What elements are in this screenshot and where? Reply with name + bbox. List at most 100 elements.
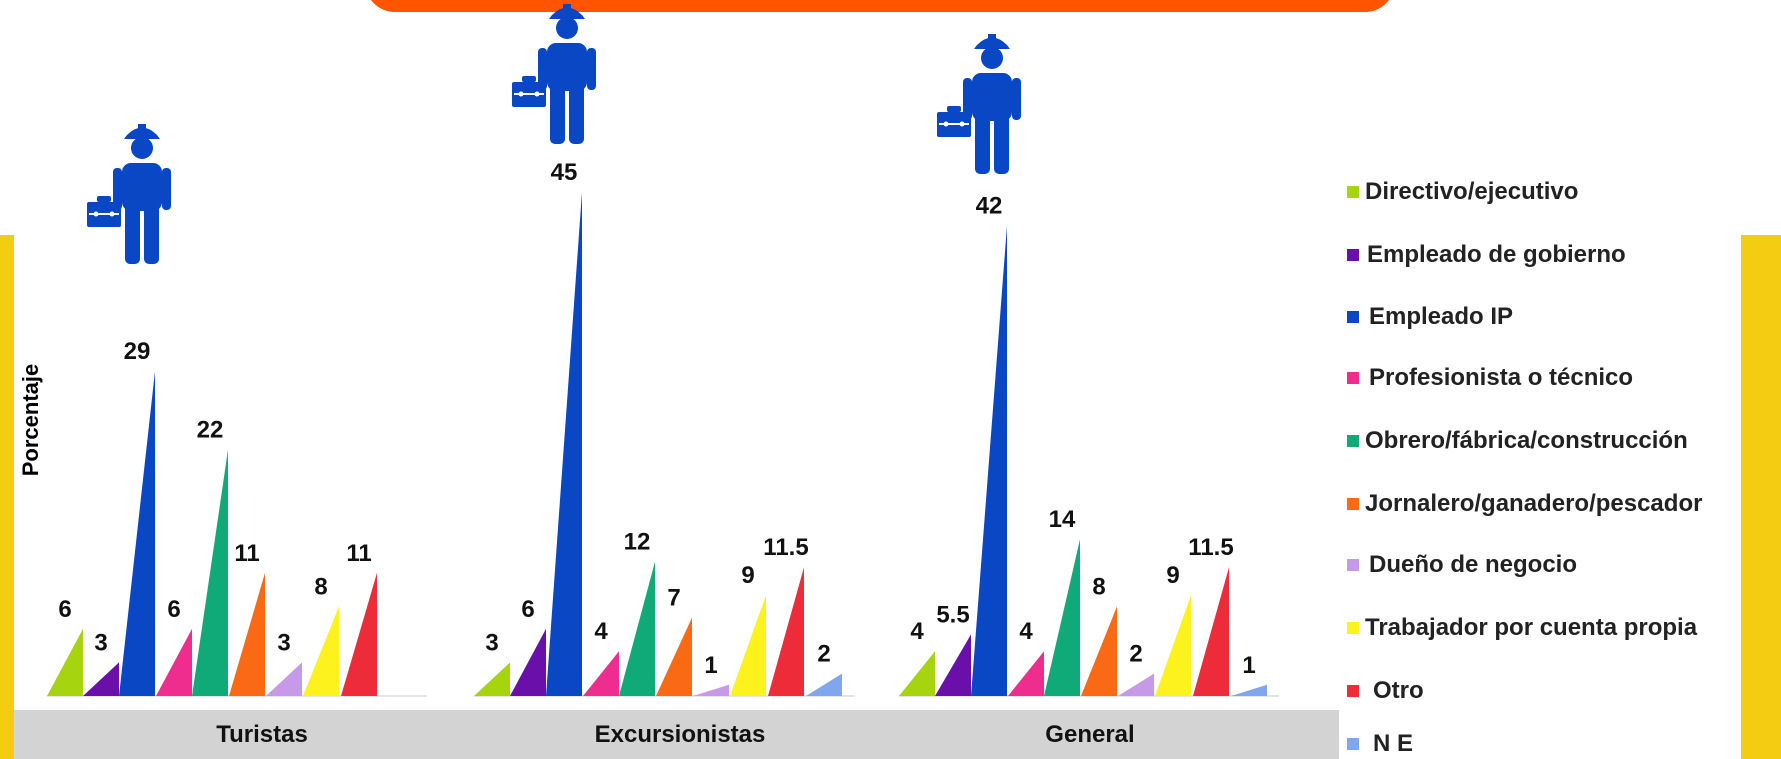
legend-label: Trabajador por cuenta propia	[1365, 614, 1698, 641]
bar-mark	[1081, 606, 1117, 696]
data-label: 3	[94, 629, 107, 656]
chart-marks	[47, 192, 1267, 696]
data-label: 7	[667, 585, 680, 612]
bar-mark	[119, 371, 155, 696]
legend-swatch	[1347, 685, 1359, 697]
bar-mark	[303, 606, 339, 696]
data-label: 11.5	[1188, 534, 1233, 561]
legend-swatch	[1347, 186, 1359, 198]
legend-swatch	[1347, 249, 1359, 261]
worker-briefcase-icon	[512, 4, 596, 144]
bar-mark	[1155, 595, 1191, 696]
legend-label: Empleado IP	[1369, 303, 1514, 330]
legend-swatch	[1347, 435, 1359, 447]
data-label: 9	[741, 562, 754, 589]
category-band-bar	[14, 710, 1339, 759]
bar-mark	[656, 617, 692, 696]
bar-mark	[47, 628, 83, 696]
data-label: 8	[314, 573, 327, 600]
data-label: 42	[976, 193, 1003, 220]
bar-mark	[1231, 684, 1267, 696]
yellow-border-right	[1741, 235, 1781, 759]
category-labels: Turistas Excursionistas General	[216, 721, 1134, 748]
legend-swatch	[1347, 372, 1359, 384]
legend-swatch	[1347, 559, 1359, 571]
data-label: 29	[124, 338, 151, 365]
bar-mark	[229, 572, 265, 696]
data-label: 2	[817, 641, 830, 668]
category-band	[14, 710, 1339, 759]
bar-mark	[192, 449, 228, 696]
worker-figures	[87, 4, 1021, 264]
y-axis-label: Porcentaje	[18, 363, 43, 477]
legend-label: Jornalero/ganadero/pescador	[1365, 490, 1703, 517]
data-label: 1	[1242, 652, 1255, 679]
title-banner	[365, 0, 1395, 12]
bar-mark	[474, 662, 510, 696]
bar-mark	[1118, 673, 1154, 696]
bar-mark	[619, 561, 655, 696]
bar-mark	[693, 684, 729, 696]
bar-mark	[156, 628, 192, 696]
bar-mark	[899, 651, 935, 696]
legend-item: Jornalero/ganadero/pescador	[1347, 489, 1702, 519]
legend-label: Directivo/ejecutivo	[1365, 178, 1579, 205]
legend-label: Empleado de gobierno	[1367, 241, 1626, 268]
legend-label: Obrero/fábrica/construcción	[1365, 427, 1688, 454]
data-label: 8	[1092, 573, 1105, 600]
data-label: 22	[197, 417, 224, 444]
data-label: 2	[1129, 641, 1142, 668]
data-label: 6	[58, 596, 71, 623]
legend-swatch	[1347, 738, 1359, 750]
bar-mark	[1008, 651, 1044, 696]
bar-mark	[971, 225, 1007, 696]
legend-item: Empleado de gobierno	[1347, 240, 1626, 270]
bar-mark	[1193, 567, 1229, 696]
legend: Directivo/ejecutivo Empleado de gobierno E…	[1347, 0, 1767, 759]
data-label: 1	[704, 652, 717, 679]
category-label: Excursionistas	[595, 721, 766, 748]
bar-mark	[266, 662, 302, 696]
chart-frame	[14, 0, 1741, 750]
bar-mark	[730, 595, 766, 696]
data-label: 11	[346, 540, 371, 567]
bar-mark	[806, 673, 842, 696]
legend-label: N E	[1373, 730, 1414, 757]
legend-item: N E	[1347, 729, 1413, 759]
data-label: 3	[485, 629, 498, 656]
legend-swatch	[1347, 311, 1359, 323]
data-label: 6	[167, 596, 180, 623]
data-label: 3	[277, 629, 290, 656]
legend-swatch	[1347, 498, 1359, 510]
value-labels: 6329622113811364541271911.5245.542414829…	[58, 159, 1255, 679]
data-label: 11	[234, 540, 259, 567]
legend-label: Profesionista o técnico	[1369, 364, 1634, 391]
data-label: 11.5	[763, 534, 808, 561]
legend-item: Empleado IP	[1347, 302, 1513, 332]
data-label: 9	[1166, 562, 1179, 589]
bar-mark	[546, 192, 582, 696]
legend-item: Trabajador por cuenta propia	[1347, 613, 1697, 643]
legend-item: Dueño de negocio	[1347, 550, 1577, 580]
bar-mark	[510, 628, 546, 696]
worker-briefcase-icon	[87, 124, 171, 264]
legend-label: Otro	[1373, 677, 1424, 704]
legend-item: Directivo/ejecutivo	[1347, 177, 1578, 207]
category-label: Turistas	[216, 721, 308, 748]
legend-swatch	[1347, 622, 1359, 634]
legend-label: Dueño de negocio	[1369, 551, 1578, 578]
data-label: 14	[1049, 506, 1076, 533]
data-label: 45	[551, 159, 578, 186]
data-label: 4	[1019, 618, 1033, 645]
data-label: 4	[594, 618, 608, 645]
bar-mark	[583, 651, 619, 696]
bar-mark	[1044, 539, 1080, 696]
bar-mark	[935, 634, 971, 696]
data-label: 5.5	[936, 601, 969, 628]
yellow-border-left	[0, 235, 14, 759]
worker-briefcase-icon	[937, 34, 1021, 174]
category-label: General	[1045, 721, 1134, 748]
bar-mark	[341, 572, 377, 696]
data-label: 4	[910, 618, 924, 645]
